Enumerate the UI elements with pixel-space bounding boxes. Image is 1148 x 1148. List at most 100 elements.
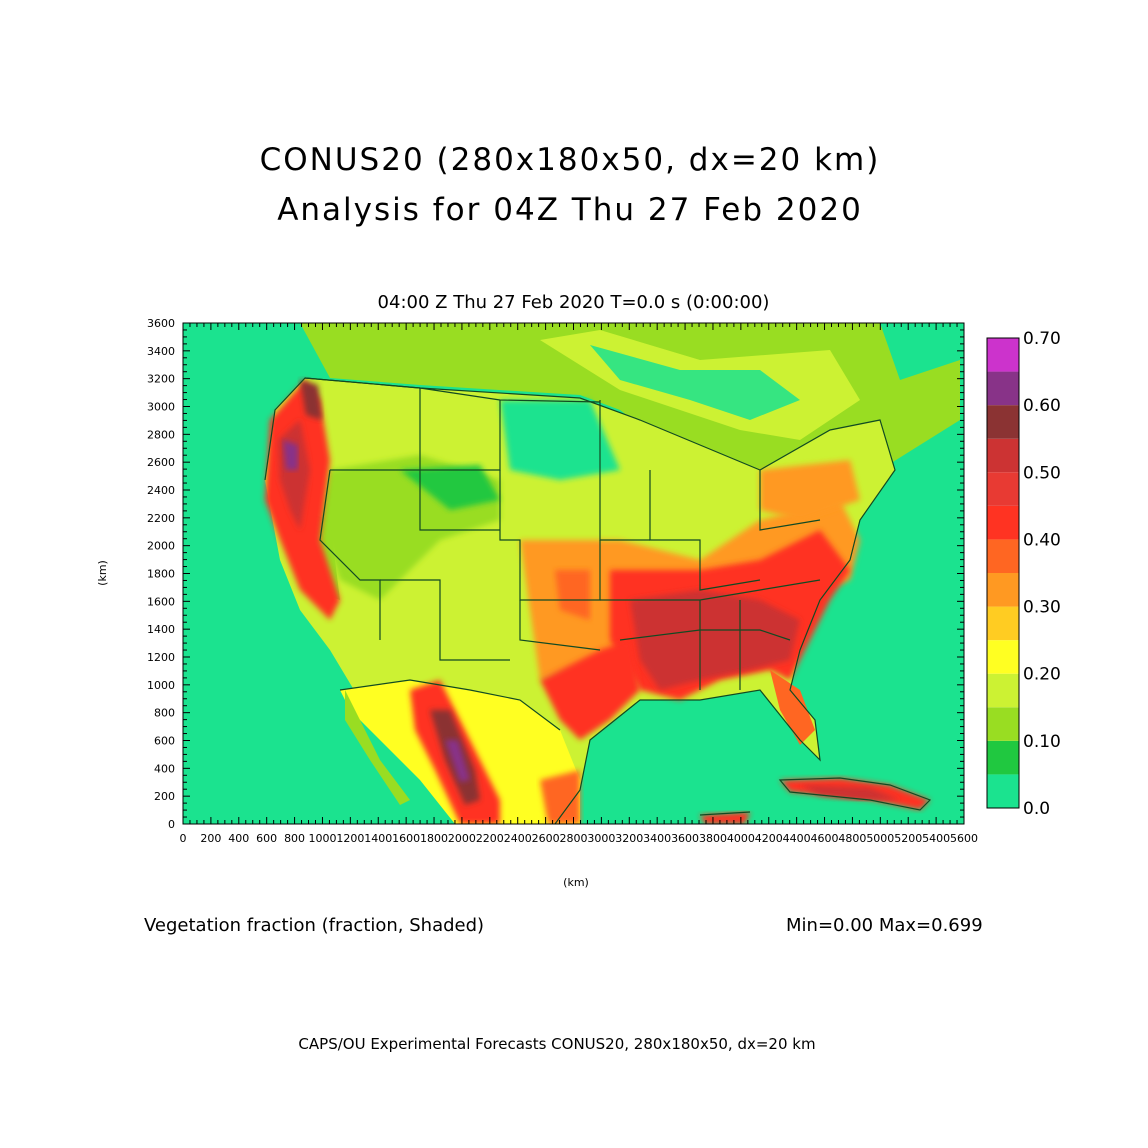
colorbar-tick-label: 0.40 (1023, 530, 1061, 550)
baja-peninsula (345, 690, 410, 805)
colorbar-tick-label: 0.10 (1023, 732, 1061, 752)
colorbar-swatch (987, 707, 1019, 741)
x-tick-label: 2200 (476, 832, 504, 845)
y-tick-label: 0 (168, 818, 175, 831)
colorbar-tick-label: 0.20 (1023, 665, 1061, 685)
x-tick-label: 2000 (448, 832, 476, 845)
y-tick-label: 1200 (147, 651, 175, 664)
y-tick-label: 1600 (147, 595, 175, 608)
shaded-field (183, 323, 964, 824)
x-tick-label: 1200 (336, 832, 364, 845)
y-tick-label: 3400 (147, 345, 175, 358)
field-min-max: Min=0.00 Max=0.699 (786, 915, 983, 936)
washington-coast (300, 380, 322, 420)
x-tick-label: 200 (200, 832, 221, 845)
northeast-orange (760, 460, 860, 520)
colorbar-swatch (987, 774, 1019, 808)
y-tick-label: 2600 (147, 456, 175, 469)
y-tick-label: 3000 (147, 401, 175, 414)
y-tick-label: 2200 (147, 512, 175, 525)
y-tick-label: 1800 (147, 568, 175, 581)
colorbar-swatch (987, 640, 1019, 674)
x-tick-label: 1800 (420, 832, 448, 845)
colorbar-tick-label: 0.70 (1023, 329, 1061, 349)
x-tick-label: 3200 (615, 832, 643, 845)
texas-gulf-red (540, 640, 640, 740)
x-tick-label: 3400 (643, 832, 671, 845)
colorbar-swatch (987, 438, 1019, 473)
x-tick-label: 4800 (838, 832, 866, 845)
footer-credit: CAPS/OU Experimental Forecasts CONUS20, … (298, 1035, 816, 1053)
colorbar-swatch (987, 338, 1019, 372)
florida-peninsula (770, 670, 815, 745)
x-tick-label: 5000 (866, 832, 894, 845)
y-tick-label: 2800 (147, 428, 175, 441)
x-tick-label: 4400 (783, 832, 811, 845)
x-tick-label: 400 (228, 832, 249, 845)
colorbar-swatch (987, 539, 1019, 573)
x-tick-label: 4200 (755, 832, 783, 845)
colorbar-swatch (987, 573, 1019, 607)
x-tick-label: 600 (256, 832, 277, 845)
colorbar-frame (986, 337, 1020, 809)
y-tick-label: 3600 (147, 317, 175, 330)
y-axis-tick-labels: 0 200 400 600 800 1000 1200 1400 1600 1800 2000 220… (147, 317, 175, 831)
y-axis-unit: (km) (96, 560, 109, 586)
colorbar-swatch (987, 606, 1019, 641)
colorbar-tick-label: 0.30 (1023, 598, 1061, 618)
dakotas-patch (500, 400, 620, 480)
x-tick-label: 1400 (364, 832, 392, 845)
y-tick-label: 2000 (147, 540, 175, 553)
colorbar (986, 337, 1020, 809)
x-tick-label: 3000 (587, 832, 615, 845)
colorbar-swatch (987, 740, 1019, 775)
x-tick-label: 0 (180, 832, 187, 845)
island-outlines (699, 777, 932, 816)
map-title-analysis-time: Analysis for 04Z Thu 27 Feb 2020 (277, 192, 863, 228)
sierra-madre-max (445, 740, 470, 782)
x-tick-label: 1000 (308, 832, 336, 845)
wyoming-dark-green (400, 465, 500, 510)
y-tick-label: 1400 (147, 623, 175, 636)
x-tick-label: 3800 (699, 832, 727, 845)
y-tick-label: 600 (154, 735, 175, 748)
x-axis-tick-labels: 0 200 400 600 800 1000 1200 1400 1600 1800 2000 220… (180, 832, 979, 845)
field-label: Vegetation fraction (fraction, Shaded) (144, 915, 485, 936)
southern-mexico-orange (540, 770, 580, 824)
x-tick-label: 5600 (950, 832, 978, 845)
x-tick-label: 4600 (811, 832, 839, 845)
y-tick-label: 1000 (147, 679, 175, 692)
kansas-patch (555, 570, 590, 620)
x-tick-label: 5200 (894, 832, 922, 845)
x-tick-label: 2400 (504, 832, 532, 845)
southeast-darkred-core (630, 590, 800, 690)
oregon-max (283, 440, 298, 470)
x-tick-label: 5400 (922, 832, 950, 845)
colorbar-labels: 0.0 0.10 0.20 0.30 0.40 0.50 0.60 0.70 (1023, 329, 1061, 819)
y-tick-label: 3200 (147, 373, 175, 386)
colorbar-swatch (987, 673, 1019, 708)
map-title: CONUS20 (280x180x50, dx=20 km) (259, 142, 881, 178)
y-tick-label: 200 (154, 790, 175, 803)
x-tick-label: 2800 (560, 832, 588, 845)
x-tick-label: 2600 (532, 832, 560, 845)
canada-boreal-patch (590, 345, 800, 420)
y-tick-label: 2400 (147, 484, 175, 497)
x-axis-unit: (km) (563, 876, 589, 889)
colorbar-tick-label: 0.60 (1023, 396, 1061, 416)
map-valid-time: 04:00 Z Thu 27 Feb 2020 T=0.0 s (0:00:00… (377, 292, 770, 313)
x-tick-label: 800 (284, 832, 305, 845)
political-boundaries (264, 377, 896, 824)
colorbar-swatch (987, 472, 1019, 506)
y-tick-label: 400 (154, 762, 175, 775)
colorbar-swatch (987, 371, 1019, 406)
axis-ticks (182, 322, 965, 825)
colorbar-swatch (987, 505, 1019, 540)
colorbar-tick-label: 0.0 (1023, 799, 1050, 819)
colorbar-tick-label: 0.50 (1023, 463, 1061, 483)
x-tick-label: 1600 (392, 832, 420, 845)
y-tick-label: 800 (154, 707, 175, 720)
cuba-core (800, 785, 900, 800)
colorbar-swatch (987, 405, 1019, 439)
